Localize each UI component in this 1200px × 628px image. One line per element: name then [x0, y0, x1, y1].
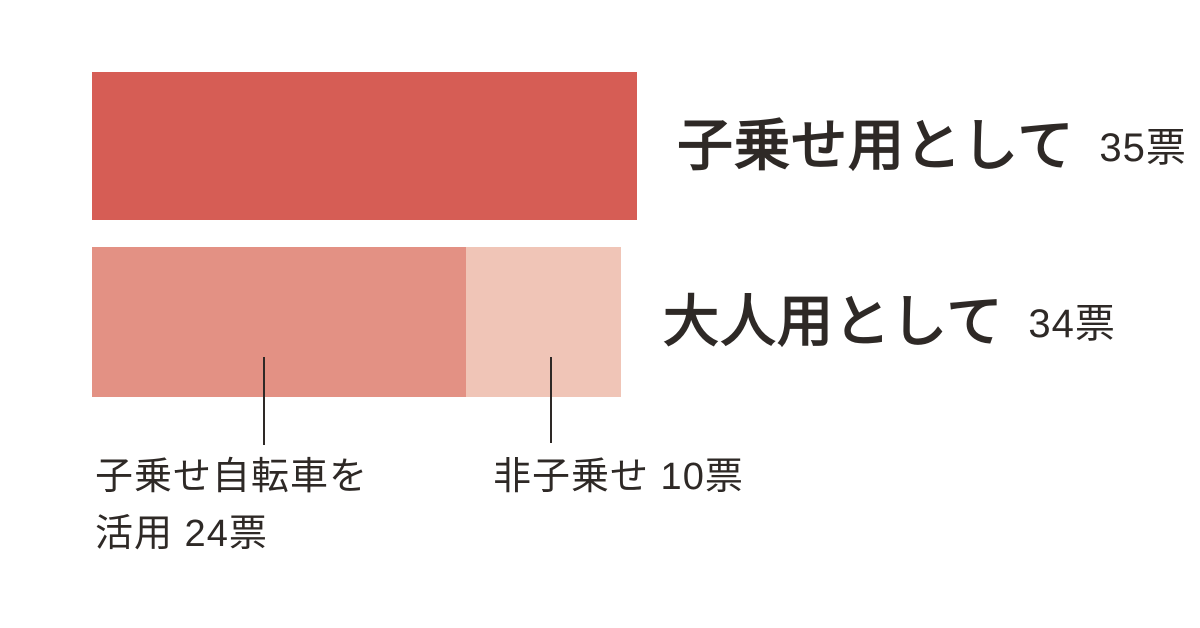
leader-line-child-carrier-bike: [263, 357, 265, 445]
annotation-non-child-carrier: 非子乗せ 10票: [493, 449, 744, 506]
annotation-child-carrier-bike: 子乗せ自転車を 活用 24票: [95, 449, 368, 563]
bar-category-label: 子乗せ用として: [677, 114, 1075, 177]
bar-category-label: 大人用として: [663, 290, 1004, 353]
bar-segment-non-child-carrier: [465, 247, 622, 397]
annotation-line: 活用 24票: [95, 513, 268, 555]
bar-segment-child-carrier-bike: [92, 247, 466, 397]
bar-label-row2: 大人用として 34票: [663, 247, 1116, 397]
bar-vote-count: 35票: [1099, 126, 1187, 170]
bar-label-row1: 子乗せ用として 35票: [677, 72, 1187, 220]
annotation-line: 非子乗せ 10票: [493, 456, 744, 498]
annotation-line: 子乗せ自転車を: [95, 456, 369, 498]
bar-vote-count: 34票: [1028, 302, 1116, 346]
bar-child-seat-use: [92, 72, 637, 220]
bar-adult-use: [92, 247, 622, 397]
bar-segment-child-seat: [92, 72, 637, 220]
leader-line-non-child-carrier: [550, 357, 552, 443]
